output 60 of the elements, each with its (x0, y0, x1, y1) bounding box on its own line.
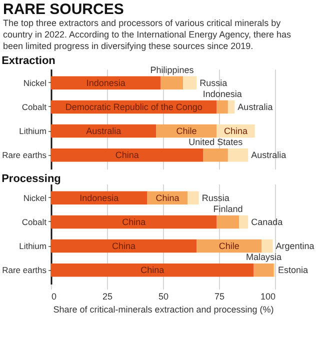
y-tick-label: Cobalt (22, 102, 48, 112)
data-label: Canada (251, 216, 283, 227)
data-label: Indonesia (86, 78, 126, 88)
data-label: Australia (251, 150, 286, 160)
data-label: China (112, 241, 136, 252)
chart-title: Extraction (2, 54, 56, 67)
y-tick-label: Rare earths (2, 265, 46, 276)
x-tick-label: 75 (214, 292, 225, 302)
data-label: China (122, 216, 146, 227)
data-label: United States (188, 137, 244, 148)
bar (254, 264, 274, 277)
data-label: China (224, 126, 248, 136)
data-label: Estonia (278, 265, 308, 276)
data-label: Chile (218, 241, 240, 252)
data-label: Malaysia (246, 252, 282, 262)
bar (228, 148, 248, 162)
x-tick-label: 0 (52, 292, 57, 302)
text: The top three extractors and processors of various critical minerals by country in 2022. According to the International Energy Agency, there has been limited progress in diversifying these sources since 2019. (3, 18, 292, 51)
data-label: Chile (176, 126, 197, 136)
data-label: Indonesia (80, 192, 119, 203)
data-label: Australia (238, 102, 273, 112)
data-label: Australia (86, 126, 122, 136)
data-label: Democratic Republic of the Congo (65, 102, 202, 112)
x-tick-label: 50 (158, 292, 169, 302)
y-tick-label: Nickel (23, 78, 47, 88)
data-label: Philippines (150, 64, 194, 75)
text: RARE SOURCES (3, 1, 124, 18)
chart-title: Processing (2, 173, 61, 185)
y-tick-label: Rare earths (2, 150, 46, 160)
bar (216, 215, 240, 229)
data-label: China (140, 265, 164, 276)
data-label: Indonesia (202, 88, 242, 99)
bar (262, 239, 273, 253)
data-label: China (115, 150, 139, 160)
bar (51, 215, 217, 229)
bar (51, 264, 254, 277)
x-tick-label: 100 (260, 292, 276, 302)
bar (51, 239, 197, 253)
bar (203, 148, 228, 162)
bar (160, 76, 184, 90)
bar (183, 76, 197, 90)
data-label: Argentina (276, 241, 314, 252)
bar (188, 191, 199, 204)
bar (51, 191, 148, 204)
data-label: Russia (202, 192, 230, 203)
data-label: Finland (213, 204, 243, 214)
bar (216, 100, 228, 114)
y-tick-label: Nickel (23, 192, 47, 203)
bar (239, 215, 248, 229)
y-tick-label: Cobalt (22, 216, 48, 227)
data-label: China (156, 192, 180, 203)
x-tick-label: 25 (102, 292, 113, 302)
bar (196, 239, 262, 253)
bar (228, 100, 235, 114)
bar (51, 148, 204, 162)
y-tick-label: Lithium (19, 126, 46, 136)
data-label: Russia (200, 78, 228, 88)
bar (51, 76, 161, 90)
y-tick-label: Lithium (19, 241, 46, 252)
x-axis-title: Share of critical-minerals extraction and processing (%) (53, 304, 274, 314)
